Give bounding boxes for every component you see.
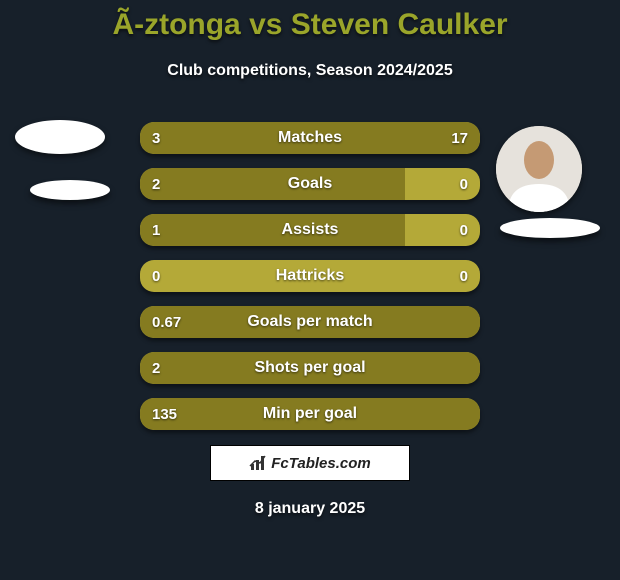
stat-label: Min per goal xyxy=(140,398,480,430)
date-text: 8 january 2025 xyxy=(0,500,620,518)
fctables-logo: FcTables.com xyxy=(210,445,410,481)
stat-bars: Matches317Goals20Assists10Hattricks00Goa… xyxy=(140,122,480,444)
stat-value-right: 0 xyxy=(460,260,468,292)
player-avatar-left xyxy=(15,120,105,154)
stat-row: Hattricks0 0 xyxy=(140,260,480,292)
stat-label: Assists xyxy=(140,214,480,246)
stat-row: Min per goal135 xyxy=(140,398,480,430)
stat-row: Assists1 0 xyxy=(140,214,480,246)
stat-value-right: 17 xyxy=(451,122,468,154)
stat-value-left: 1 xyxy=(152,214,160,246)
stat-label: Matches xyxy=(140,122,480,154)
page-title: Ã-ztonga vs Steven Caulker xyxy=(0,8,620,42)
avatar-shadow-right xyxy=(500,218,600,238)
stat-label: Goals xyxy=(140,168,480,200)
player-avatar-right xyxy=(496,126,582,212)
stat-value-left: 0 xyxy=(152,260,160,292)
stat-value-left: 0.67 xyxy=(152,306,181,338)
stat-value-right: 0 xyxy=(460,168,468,200)
stat-value-left: 3 xyxy=(152,122,160,154)
subtitle: Club competitions, Season 2024/2025 xyxy=(0,62,620,80)
stat-label: Hattricks xyxy=(140,260,480,292)
stat-row: Matches3 17 xyxy=(140,122,480,154)
logo-text: FcTables.com xyxy=(271,455,370,472)
stat-value-left: 135 xyxy=(152,398,177,430)
stat-label: Goals per match xyxy=(140,306,480,338)
stat-row: Goals2 0 xyxy=(140,168,480,200)
stat-label: Shots per goal xyxy=(140,352,480,384)
stat-value-right: 0 xyxy=(460,214,468,246)
stat-row: Goals per match0.67 xyxy=(140,306,480,338)
stat-value-left: 2 xyxy=(152,352,160,384)
stat-row: Shots per goal2 xyxy=(140,352,480,384)
chart-icon xyxy=(249,454,267,472)
avatar-shadow-left xyxy=(30,180,110,200)
stat-value-left: 2 xyxy=(152,168,160,200)
